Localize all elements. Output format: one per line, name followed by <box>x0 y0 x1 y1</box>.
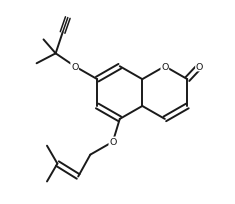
Text: O: O <box>71 62 78 71</box>
Text: O: O <box>196 62 203 71</box>
Text: O: O <box>161 62 168 71</box>
Text: O: O <box>109 137 117 146</box>
